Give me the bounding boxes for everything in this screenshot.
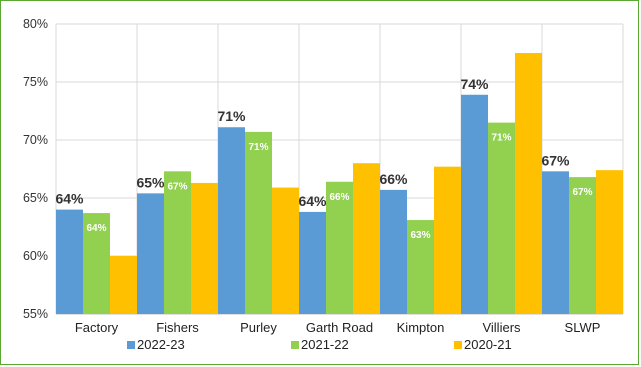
bar-2020-21-factory bbox=[110, 256, 137, 314]
legend-label: 2022-23 bbox=[137, 337, 185, 352]
data-label: 67% bbox=[167, 181, 187, 192]
bar-2020-21-slwp bbox=[596, 170, 623, 314]
y-tick-label: 80% bbox=[23, 17, 48, 31]
x-tick-label: Fishers bbox=[156, 320, 199, 335]
data-label: 71% bbox=[491, 133, 511, 144]
data-label: 74% bbox=[460, 76, 489, 92]
bar-2020-21-fishers bbox=[191, 182, 218, 314]
bar-2022-23-fishers bbox=[137, 193, 164, 314]
data-label: 64% bbox=[86, 223, 106, 234]
y-tick-label: 55% bbox=[23, 307, 48, 321]
bar-2021-22-fishers bbox=[164, 171, 191, 314]
bar-2022-23-villiers bbox=[461, 94, 488, 314]
bar-2021-22-factory bbox=[83, 213, 110, 314]
x-tick-label: Villiers bbox=[482, 320, 521, 335]
bar-2022-23-factory bbox=[56, 209, 83, 314]
bar-2020-21-villiers bbox=[515, 53, 542, 314]
bar-2022-23-garth-road bbox=[299, 211, 326, 314]
legend-label: 2020-21 bbox=[464, 337, 512, 352]
data-label: 71% bbox=[248, 142, 268, 153]
bar-2021-22-kimpton bbox=[407, 220, 434, 314]
legend-swatch bbox=[127, 341, 135, 349]
bar-2022-23-kimpton bbox=[380, 189, 407, 314]
data-label: 67% bbox=[572, 187, 592, 198]
y-tick-label: 75% bbox=[23, 75, 48, 89]
data-label: 64% bbox=[55, 191, 84, 207]
data-label: 64% bbox=[298, 193, 327, 209]
data-label: 63% bbox=[410, 230, 430, 241]
bar-2021-22-slwp bbox=[569, 177, 596, 314]
data-label: 66% bbox=[379, 171, 408, 187]
y-tick-label: 60% bbox=[23, 249, 48, 263]
bar-2020-21-garth-road bbox=[353, 163, 380, 314]
bar-2020-21-purley bbox=[272, 187, 299, 314]
x-tick-label: SLWP bbox=[565, 320, 601, 335]
bar-2022-23-slwp bbox=[542, 171, 569, 314]
legend-swatch bbox=[454, 341, 462, 349]
legend-swatch bbox=[291, 341, 299, 349]
bar-2021-22-villiers bbox=[488, 122, 515, 314]
bar-2021-22-purley bbox=[245, 131, 272, 314]
bar-2020-21-kimpton bbox=[434, 166, 461, 314]
legend-label: 2021-22 bbox=[301, 337, 349, 352]
bar-2022-23-purley bbox=[218, 127, 245, 315]
data-label: 66% bbox=[329, 192, 349, 203]
y-tick-label: 70% bbox=[23, 133, 48, 147]
y-tick-label: 65% bbox=[23, 191, 48, 205]
bar-2021-22-garth-road bbox=[326, 181, 353, 314]
x-tick-label: Factory bbox=[75, 320, 119, 335]
data-label: 67% bbox=[541, 152, 570, 168]
x-tick-label: Garth Road bbox=[306, 320, 373, 335]
data-label: 71% bbox=[217, 108, 246, 124]
data-label: 65% bbox=[136, 174, 165, 190]
x-tick-label: Kimpton bbox=[397, 320, 445, 335]
x-tick-label: Purley bbox=[240, 320, 277, 335]
